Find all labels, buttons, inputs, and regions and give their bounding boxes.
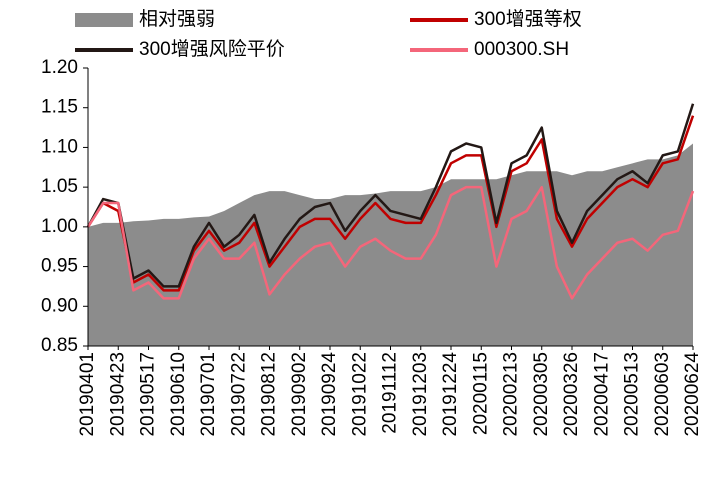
y-tick-label: 0.95	[41, 256, 78, 277]
x-tick-label: 20200305	[531, 352, 552, 437]
x-tick-label: 20190701	[198, 352, 219, 437]
x-tick-label: 20200624	[682, 352, 703, 437]
x-tick-label: 20190812	[259, 352, 280, 437]
legend-label: 000300.SH	[474, 39, 569, 60]
x-tick-label: 20190401	[77, 352, 98, 437]
x-tick-label: 20200513	[622, 352, 643, 437]
x-tick-label: 20191203	[410, 352, 431, 437]
legend-label: 相对强弱	[139, 8, 215, 30]
y-tick-label: 1.20	[41, 57, 78, 78]
area	[88, 143, 693, 346]
x-tick-label: 20190517	[138, 352, 159, 437]
x-tick-label: 20191022	[349, 352, 370, 437]
x-tick-label: 20190722	[228, 352, 249, 437]
x-tick-label: 20200326	[561, 352, 582, 437]
y-tick-label: 0.90	[41, 295, 78, 316]
x-tick-label: 20200213	[501, 352, 522, 437]
x-tick-label: 20191112	[380, 352, 401, 434]
x-tick-label: 20190924	[319, 352, 340, 437]
line	[86, 103, 695, 288]
line	[86, 185, 695, 300]
line	[86, 115, 695, 292]
y-tick-label: 1.10	[41, 136, 78, 157]
x-tick-label: 20200417	[591, 352, 612, 437]
y-tick-label: 1.05	[41, 176, 78, 197]
x-tick-label: 20190423	[107, 352, 128, 437]
x-tick-label: 20190902	[289, 352, 310, 437]
legend-swatch	[75, 13, 133, 27]
y-tick-label: 1.00	[41, 216, 78, 237]
x-tick-label: 20200115	[470, 352, 491, 435]
y-tick-label: 0.85	[41, 335, 78, 356]
legend-label: 300增强等权	[474, 8, 582, 30]
x-tick-label: 20191224	[440, 352, 461, 437]
y-tick-label: 1.15	[41, 97, 78, 118]
x-tick-label: 20200603	[652, 352, 673, 437]
x-tick-label: 20190610	[168, 352, 189, 437]
legend-label: 300增强风险平价	[139, 38, 285, 60]
